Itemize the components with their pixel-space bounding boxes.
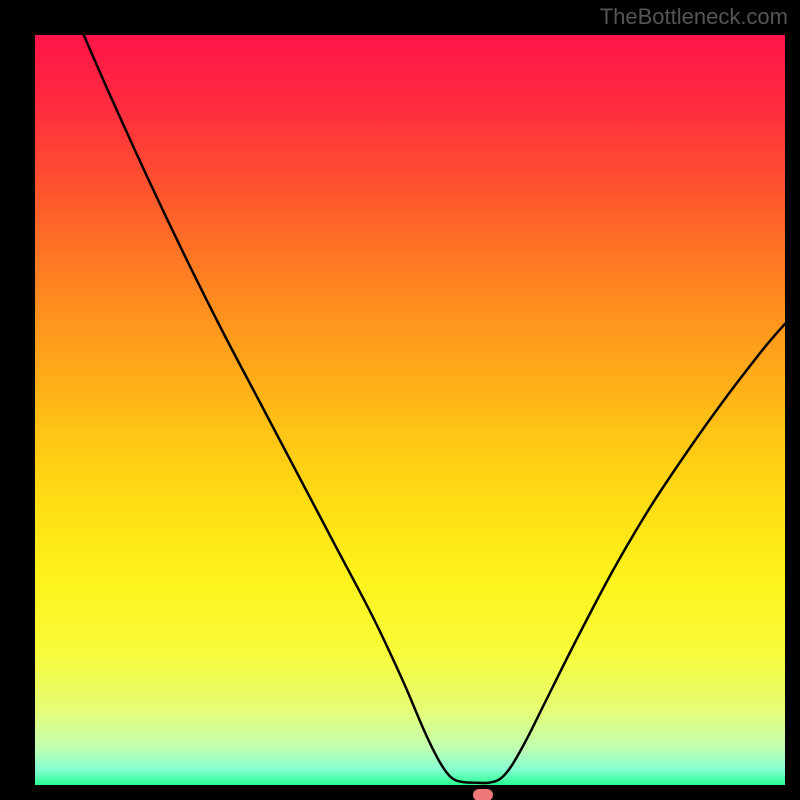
bottleneck-curve — [84, 35, 785, 783]
minimum-marker — [473, 789, 493, 800]
watermark-text: TheBottleneck.com — [600, 4, 788, 30]
plot-area — [30, 30, 790, 790]
bottleneck-chart: TheBottleneck.com — [0, 0, 800, 800]
curve-layer — [35, 35, 785, 785]
